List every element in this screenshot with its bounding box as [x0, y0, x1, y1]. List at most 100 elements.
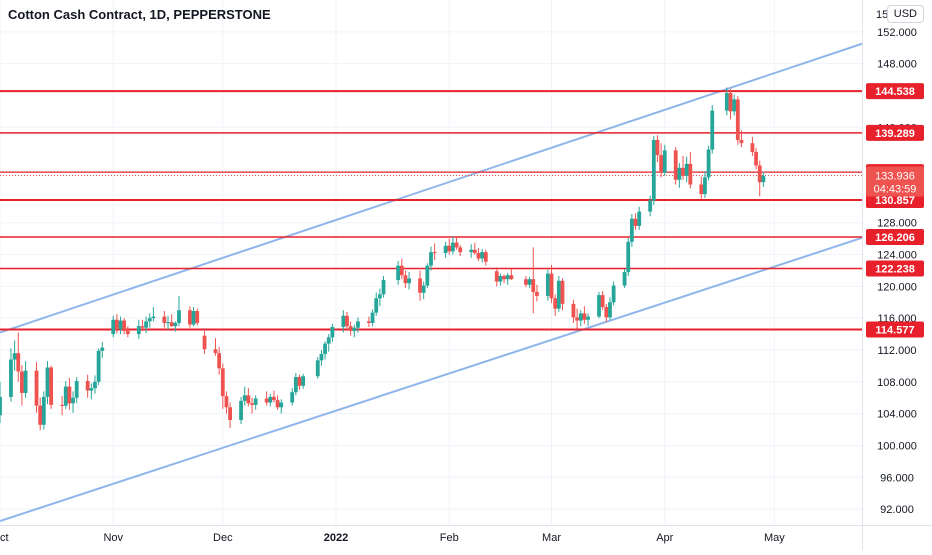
candle [144, 316, 149, 334]
candle [494, 267, 499, 287]
price-axis[interactable]: 152.000148.000140.000128.000124.000120.0… [876, 9, 917, 516]
candle-body [290, 392, 295, 403]
candle-body [195, 311, 200, 323]
candle-body [67, 386, 72, 404]
candle-body [608, 302, 612, 318]
candle-body [735, 99, 740, 140]
price-label-box [866, 321, 924, 338]
candle [202, 330, 207, 354]
candle-body [118, 320, 123, 330]
candle [699, 176, 704, 199]
candle [648, 195, 653, 217]
candle-body [688, 163, 693, 185]
candle [49, 365, 54, 409]
price-tick-label: 108.000 [877, 377, 917, 389]
candle-body [279, 402, 284, 408]
candle [293, 373, 298, 396]
candle [352, 324, 357, 338]
candle [421, 281, 426, 300]
candle-body [315, 360, 320, 377]
candle-body [147, 318, 152, 322]
candle-body [301, 376, 306, 386]
candle [16, 332, 21, 382]
candle-body [648, 200, 653, 212]
candle [177, 295, 181, 327]
candle-body [494, 271, 499, 282]
candle-body [483, 252, 488, 262]
price-tick-label: 15 [876, 9, 888, 21]
price-tick-label: 92.000 [880, 504, 914, 516]
time-axis[interactable]: ct Nov Dec 2022 Feb Mar Apr May [0, 532, 785, 544]
candle [268, 393, 273, 407]
candle-body [432, 252, 437, 254]
price-tick-label: 112.000 [878, 345, 917, 357]
candle-body [228, 407, 233, 420]
candle-body [323, 343, 327, 354]
candle-body [213, 349, 218, 354]
candle [74, 377, 79, 404]
price-label-text: 139.289 [875, 128, 915, 140]
candle-body [582, 313, 587, 320]
time-tick-label: Dec [213, 532, 233, 544]
price-label-text: 126.206 [875, 232, 915, 244]
price-label-box [866, 83, 924, 100]
candle [407, 272, 411, 290]
candle-body [352, 327, 357, 331]
candle-body [575, 317, 580, 321]
candle-body [498, 276, 503, 282]
candle-body [527, 279, 532, 285]
candle-body [703, 177, 707, 195]
candle [315, 357, 320, 379]
candle [502, 274, 506, 284]
candle [476, 248, 481, 261]
price-labels: 144.538139.289134.359130.857126.206122.2… [866, 83, 924, 338]
candle [571, 299, 576, 323]
candle [706, 145, 711, 181]
candle [290, 388, 295, 406]
candle [673, 147, 678, 185]
candle-body [732, 99, 737, 112]
candle [151, 307, 156, 322]
candle-body [89, 388, 94, 391]
currency-button[interactable]: USD [886, 5, 924, 23]
grid-layer [0, 0, 862, 525]
candle-body [268, 396, 273, 403]
candle-body [553, 298, 558, 309]
candle [597, 291, 601, 319]
candle-body [443, 245, 448, 253]
candle [60, 396, 64, 416]
candle [34, 361, 39, 413]
candle [527, 276, 532, 288]
candle-body [757, 165, 762, 183]
candle [626, 237, 631, 277]
candle-body [20, 371, 24, 393]
candle-body [246, 395, 251, 404]
candle-body [447, 245, 452, 252]
candle [535, 284, 539, 302]
price-label-text: 122.238 [875, 264, 915, 276]
candle [38, 397, 43, 431]
candle [275, 395, 280, 410]
price-label-text: 130.857 [875, 195, 915, 207]
price-tick-label: 104.000 [877, 409, 917, 421]
candle-body [407, 278, 411, 284]
candle-body [220, 368, 225, 397]
candle-body [633, 218, 638, 226]
candle-body [429, 252, 433, 266]
candle-body [151, 316, 156, 319]
price-tick-label: 96.000 [880, 472, 914, 484]
candle [323, 341, 327, 360]
price-label: 144.538 [866, 83, 924, 100]
candle [608, 297, 612, 320]
candle-body [502, 276, 506, 280]
candle-body [60, 404, 64, 406]
current-price-box [866, 166, 924, 197]
candle-body [356, 321, 360, 328]
candle [757, 160, 762, 197]
candle-body [622, 272, 627, 286]
candle [396, 260, 401, 285]
candle-body [535, 291, 539, 296]
candle [63, 381, 68, 409]
